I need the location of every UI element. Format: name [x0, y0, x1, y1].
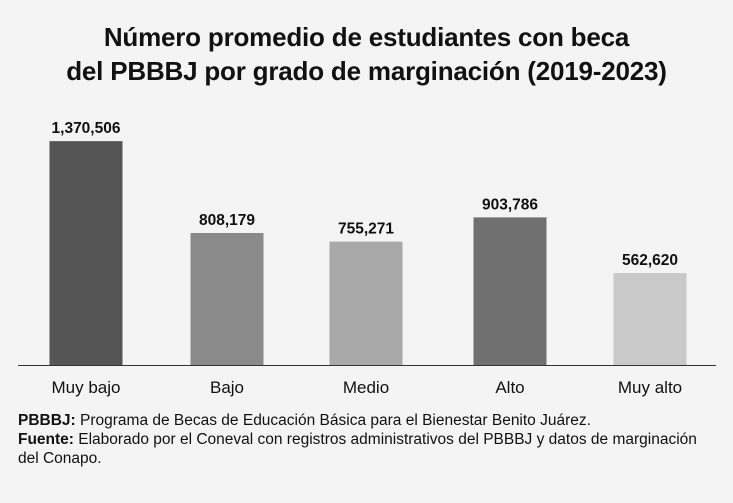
source-text: Elaborado por el Coneval con registros a… [18, 431, 697, 467]
category-label: Medio [343, 378, 389, 397]
chart-notes: PBBBJ: Programa de Becas de Educación Bá… [18, 411, 718, 468]
chart-title-line-1: Número promedio de estudiantes con beca [103, 22, 630, 52]
bar-bajo [190, 232, 264, 365]
category-label: Muy bajo [52, 378, 121, 397]
source-label: Fuente: [18, 431, 74, 448]
acronym-label: PBBBJ: [18, 412, 76, 429]
data-label: 755,271 [338, 221, 394, 238]
bar-alto [473, 217, 547, 365]
category-label: Bajo [210, 378, 244, 397]
acronym-definition: PBBBJ: Programa de Becas de Educación Bá… [18, 411, 718, 430]
category-label: Alto [495, 378, 524, 397]
bar-muy-alto [613, 273, 687, 365]
acronym-text: Programa de Becas de Educación Básica pa… [75, 412, 591, 429]
data-label: 562,620 [622, 252, 678, 269]
data-label: 903,786 [482, 196, 538, 213]
data-label: 808,179 [199, 212, 255, 229]
chart-title-line-2: del PBBBJ por grado de marginación (2019… [66, 56, 667, 86]
data-label: 1,370,506 [52, 120, 121, 137]
bar-chart: 1,370,506 Muy bajo 808,179 Bajo 755,271 Medio… [18, 120, 716, 397]
bar-muy-bajo [49, 141, 123, 365]
category-label: Muy alto [618, 378, 682, 397]
chart-title: Número promedio de estudiantes con beca … [0, 20, 733, 88]
source-note: Fuente: Elaborado por el Coneval con reg… [18, 430, 718, 468]
bar-medio [329, 241, 403, 365]
